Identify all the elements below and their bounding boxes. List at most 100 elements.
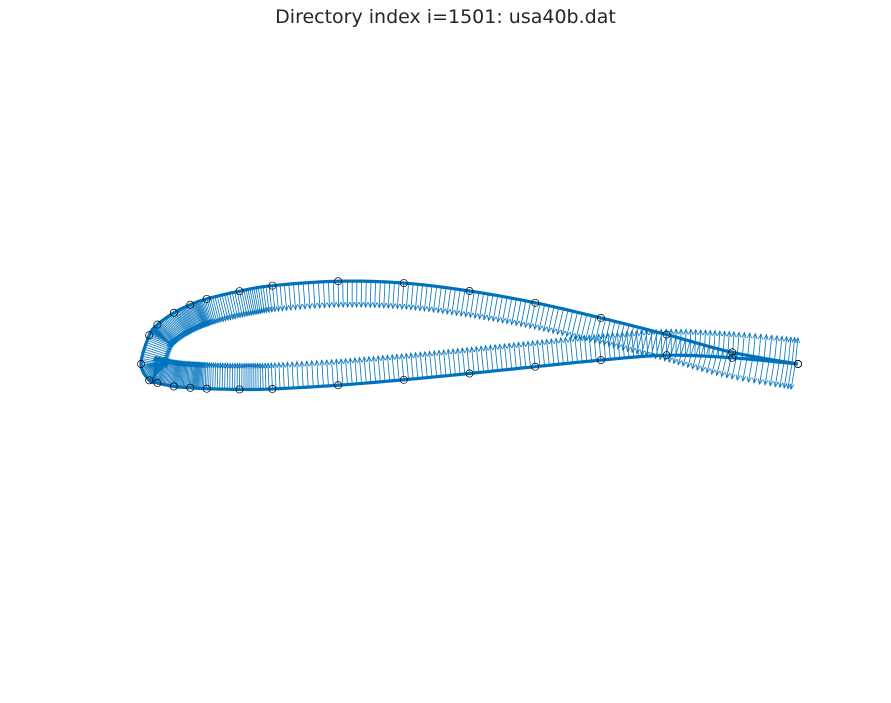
normal-arrow-head (746, 332, 752, 339)
normal-arrow-head (229, 362, 236, 369)
normal-arrow-head (394, 353, 400, 360)
normal-arrow (774, 335, 778, 362)
normal-arrow (396, 282, 400, 309)
normal-arrow-head (619, 331, 625, 338)
normal-arrow (446, 288, 452, 315)
normal-arrow-head (349, 301, 355, 309)
normal-arrow-head (288, 304, 294, 312)
normal-arrow-head (418, 351, 424, 358)
normal-arrow-head (245, 310, 251, 317)
normal-arrow-head (345, 301, 351, 309)
normal-arrow-head (243, 362, 249, 369)
normal-arrow-head (215, 362, 221, 369)
normal-arrow (186, 361, 189, 388)
normal-arrow-head (381, 302, 387, 309)
normal-arrow-head (224, 314, 230, 322)
normal-arrow-head (338, 357, 344, 365)
normal-arrow-head (712, 329, 718, 336)
normal-arrow-head (663, 355, 669, 362)
normal-arrow (489, 345, 494, 372)
normal-arrow-head (630, 347, 636, 354)
normal-arrow-head (730, 373, 736, 380)
normal-arrow (312, 282, 316, 309)
normal-arrow (447, 349, 452, 376)
normal-arrow-head (736, 331, 742, 338)
normal-arrow-head (297, 304, 303, 311)
normal-arrow (297, 283, 301, 310)
normal-arrow (241, 290, 248, 317)
normal-arrow-head (363, 302, 369, 309)
normal-arrow-head (319, 359, 325, 366)
normal-arrow-head (217, 316, 223, 323)
normal-arrow (555, 338, 560, 365)
normal-arrow-head (610, 331, 616, 339)
normal-arrow (415, 352, 419, 379)
normal-arrow-head (572, 335, 578, 342)
normal-arrow (492, 295, 499, 322)
normal-arrow (365, 281, 367, 308)
normal-arrow (219, 363, 221, 390)
normal-arrow-head (208, 361, 214, 369)
normal-arrow-head (563, 336, 569, 343)
normal-arrow (626, 331, 630, 358)
normal-arrow (424, 351, 428, 378)
normal-arrow-head (686, 361, 692, 369)
normal-arrow (469, 291, 475, 318)
normal-arrow-head (757, 333, 764, 340)
normal-arrow-head (710, 368, 716, 376)
normal-arrow (317, 281, 321, 308)
normal-arrow (645, 330, 649, 357)
normal-arrow-head (505, 318, 511, 325)
normal-arrow (200, 362, 203, 389)
normal-arrow-head (399, 352, 405, 360)
normal-arrow (316, 360, 319, 387)
normal-arrow-head (227, 362, 233, 369)
normal-arrow-head (375, 354, 382, 362)
normal-arrow-head (702, 329, 708, 336)
normal-arrow (488, 294, 494, 321)
normal-arrow (359, 357, 362, 384)
normal-arrow (475, 346, 480, 373)
normal-arrow-head (324, 358, 330, 366)
normal-arrow-head (693, 328, 699, 335)
normal-arrow (574, 336, 578, 363)
normal-arrow-head (596, 333, 602, 340)
normal-arrow-head (695, 364, 701, 372)
normal-arrow (550, 338, 555, 365)
normal-arrow-head (516, 341, 522, 348)
normal-arrow (602, 333, 606, 360)
normal-arrow (378, 281, 381, 308)
normal-arrow (401, 283, 405, 310)
normal-arrow (538, 304, 545, 331)
normal-arrow-head (347, 357, 354, 364)
normal-arrow-head (535, 339, 541, 346)
normal-arrow-head (553, 337, 560, 344)
normal-arrow (571, 312, 578, 338)
normal-arrow (722, 331, 725, 358)
normal-arrow-head (285, 361, 291, 368)
normal-arrow-head (247, 309, 253, 317)
coordinate-point (202, 294, 211, 303)
normal-arrow-head (705, 367, 711, 374)
normal-arrow-head (213, 317, 219, 324)
coordinate-point (186, 383, 195, 392)
normal-arrow (335, 359, 339, 386)
normal-arrow-head (716, 329, 723, 337)
normal-arrow (778, 336, 783, 363)
normal-arrow-head (165, 347, 172, 353)
normal-arrow-head (413, 304, 419, 312)
normal-arrow-head (450, 347, 456, 355)
normal-arrow (387, 355, 391, 382)
normal-arrow-head (367, 302, 373, 309)
normal-arrow-head (763, 379, 769, 386)
normal-arrow-head (778, 381, 784, 389)
airfoil-curve (139, 279, 799, 392)
normal-arrow (696, 345, 705, 371)
normal-arrow-head (539, 338, 545, 346)
normal-arrow-head (247, 362, 253, 369)
coordinate-point (137, 360, 145, 368)
normal-arrow (405, 353, 409, 380)
normal-arrow-head (206, 361, 212, 368)
normal-arrow (192, 303, 203, 328)
normal-arrow-head (565, 331, 571, 338)
